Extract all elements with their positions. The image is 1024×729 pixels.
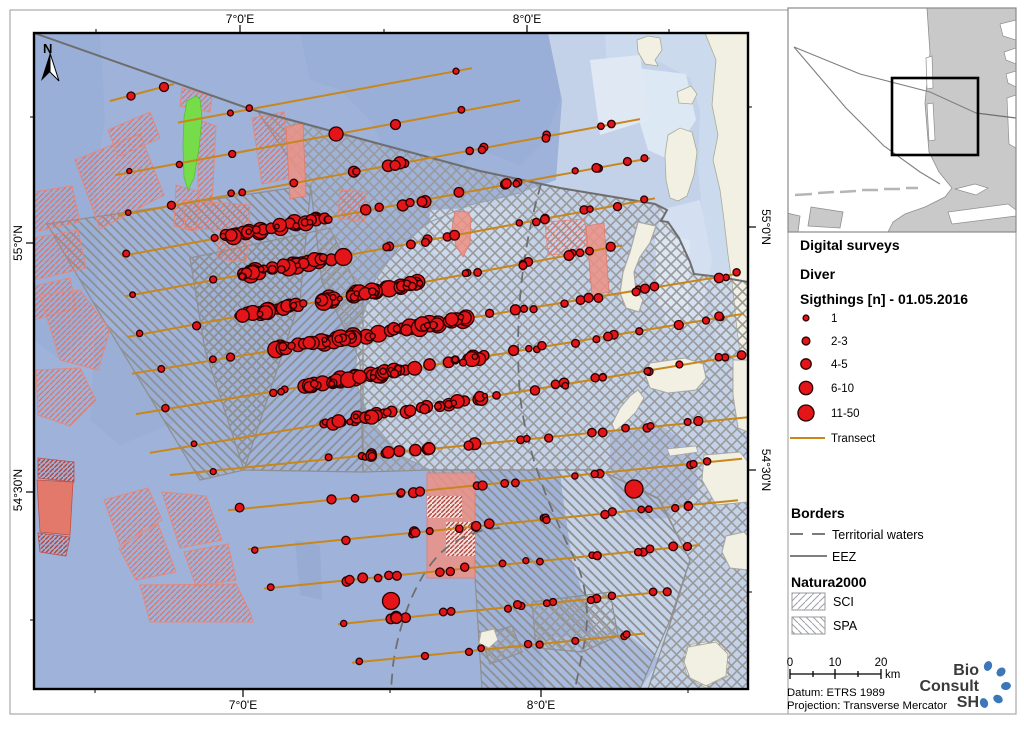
svg-text:Diver: Diver [800, 266, 836, 282]
svg-text:4-5: 4-5 [831, 359, 848, 371]
svg-text:11-50: 11-50 [831, 408, 860, 420]
svg-text:54°30'N: 54°30'N [759, 449, 773, 491]
svg-text:Natura2000: Natura2000 [791, 574, 867, 590]
svg-text:Digital surveys: Digital surveys [800, 237, 900, 253]
svg-text:8°0'E: 8°0'E [527, 698, 555, 712]
svg-text:55°0'N: 55°0'N [11, 225, 25, 261]
svg-text:Datum: ETRS 1989: Datum: ETRS 1989 [787, 687, 885, 699]
svg-text:Projection: Transverse Mercato: Projection: Transverse Mercator [787, 700, 947, 712]
svg-text:1: 1 [831, 313, 837, 325]
svg-text:Sigthings [n] - 01.05.2016: Sigthings [n] - 01.05.2016 [800, 291, 968, 307]
svg-text:6-10: 6-10 [831, 383, 854, 395]
svg-text:8°0'E: 8°0'E [513, 12, 541, 26]
svg-text:Transect: Transect [831, 433, 876, 445]
svg-text:SCI: SCI [833, 595, 854, 609]
svg-text:7°0'E: 7°0'E [226, 12, 254, 26]
svg-text:N: N [43, 41, 52, 56]
svg-text:54°30'N: 54°30'N [11, 469, 25, 511]
svg-text:km: km [885, 669, 900, 681]
svg-text:2-3: 2-3 [831, 336, 848, 348]
svg-text:55°0'N: 55°0'N [759, 209, 773, 245]
svg-text:SPA: SPA [833, 619, 858, 633]
svg-text:Territorial waters: Territorial waters [832, 528, 924, 542]
svg-text:7°0'E: 7°0'E [229, 698, 257, 712]
svg-text:Consult: Consult [919, 678, 979, 695]
svg-text:Borders: Borders [791, 505, 845, 521]
svg-text:20: 20 [875, 657, 888, 669]
svg-text:Bio: Bio [953, 662, 979, 679]
svg-text:10: 10 [829, 657, 842, 669]
svg-text:SH: SH [957, 694, 979, 711]
svg-text:EEZ: EEZ [832, 550, 857, 564]
svg-text:0: 0 [787, 657, 793, 669]
